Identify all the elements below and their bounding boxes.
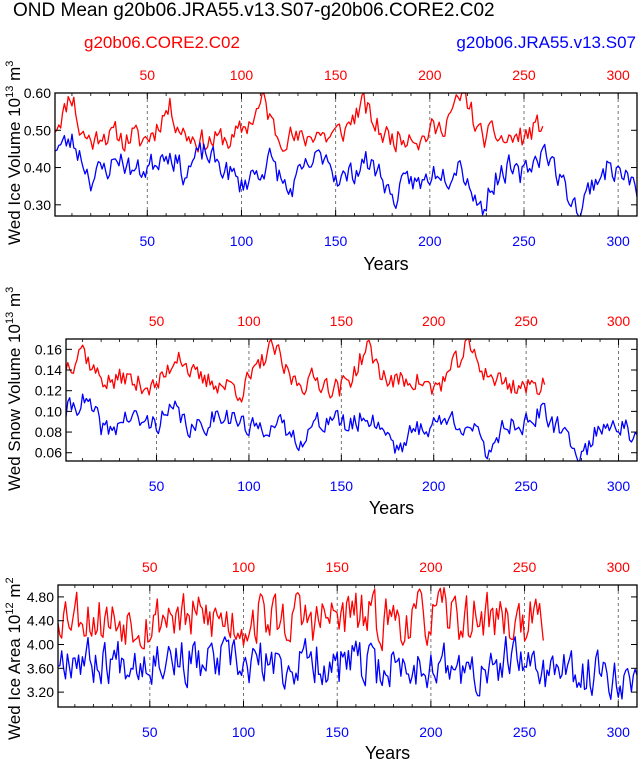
y-axis-label-part: m	[5, 293, 24, 312]
x-tick-label-bottom: 300	[607, 478, 631, 494]
x-tick-label-bottom: 250	[514, 478, 538, 494]
x-tick-label-top: 100	[232, 559, 256, 575]
y-tick-label: 0.60	[24, 85, 51, 101]
x-tick-label-bottom: 100	[232, 724, 256, 740]
y-axis-label-superscript: 12	[4, 602, 16, 614]
x-tick-label-top: 150	[330, 313, 354, 329]
series-line-red	[57, 586, 544, 652]
y-axis-label-superscript: 3	[4, 61, 16, 67]
series-line-blue	[54, 133, 638, 217]
y-tick-label: 0.08	[35, 424, 62, 440]
x-tick-label-bottom: 300	[606, 233, 630, 249]
y-tick-label: 3.60	[27, 660, 54, 676]
y-axis-label-part: Wed Ice Area 10	[5, 615, 24, 740]
x-tick-label-bottom: 150	[330, 478, 354, 494]
y-axis-label: Wed Ice Volume 1013 m3	[4, 61, 24, 245]
y-tick-label: 0.16	[35, 341, 62, 357]
y-axis-label-superscript: 3	[4, 287, 16, 293]
x-tick-label-bottom: 250	[512, 233, 536, 249]
x-tick-label-top: 200	[419, 559, 443, 575]
y-axis-label-superscript: 2	[4, 577, 16, 583]
x-tick-label-bottom: 50	[142, 724, 158, 740]
x-tick-label-top: 50	[142, 559, 158, 575]
x-tick-label-bottom: 150	[326, 724, 350, 740]
x-tick-label-top: 250	[514, 313, 538, 329]
legend-blue-label: g20b06.JRA55.v13.S07	[456, 33, 636, 52]
y-axis-label-superscript: 13	[4, 312, 16, 324]
x-tick-label-top: 50	[149, 313, 165, 329]
y-tick-label: 3.20	[27, 684, 54, 700]
x-tick-label-top: 300	[607, 559, 631, 575]
x-tick-label-top: 250	[513, 559, 537, 575]
x-axis-label: Years	[365, 743, 410, 763]
y-tick-label: 0.40	[24, 160, 51, 176]
x-tick-label-bottom: 200	[418, 233, 442, 249]
x-tick-label-bottom: 250	[513, 724, 537, 740]
x-tick-label-bottom: 100	[230, 233, 254, 249]
x-tick-label-bottom: 50	[140, 233, 156, 249]
x-tick-label-top: 150	[326, 559, 350, 575]
x-tick-label-top: 100	[237, 313, 261, 329]
x-tick-label-top: 300	[606, 67, 630, 83]
y-tick-label: 4.40	[27, 613, 54, 629]
series-line-red	[65, 338, 546, 403]
y-tick-label: 0.30	[24, 197, 51, 213]
x-tick-label-bottom: 200	[419, 724, 443, 740]
y-tick-label: 0.14	[35, 362, 62, 378]
y-tick-label: 4.80	[27, 589, 54, 605]
series-line-blue	[57, 635, 638, 700]
plot-frame	[54, 92, 638, 217]
x-axis-label: Years	[363, 254, 408, 274]
y-axis-label-text: Wed Ice Area 1012 m2	[4, 577, 24, 740]
y-axis-label-text: Wed Ice Volume 1013 m3	[4, 61, 24, 245]
y-axis-label-part: m	[5, 67, 24, 86]
x-tick-label-top: 200	[422, 313, 446, 329]
plot-frame	[65, 338, 638, 462]
series-line-blue	[65, 393, 638, 462]
x-tick-label-bottom: 150	[324, 233, 348, 249]
y-tick-label: 0.06	[35, 445, 62, 461]
x-tick-label-bottom: 50	[149, 478, 165, 494]
x-axis-label: Years	[369, 498, 414, 518]
series-line-red	[54, 92, 544, 153]
x-tick-label-top: 100	[230, 67, 254, 83]
x-tick-label-top: 50	[140, 67, 156, 83]
y-axis-label-superscript: 13	[4, 86, 16, 98]
x-tick-label-bottom: 100	[237, 478, 261, 494]
y-axis-label-part: Wed Snow Volume 10	[5, 324, 24, 491]
y-tick-label: 0.50	[24, 122, 51, 138]
x-tick-label-bottom: 300	[607, 724, 631, 740]
y-tick-label: 4.00	[27, 637, 54, 653]
y-axis-label: Wed Ice Area 1012 m2	[4, 577, 24, 740]
y-tick-label: 0.12	[35, 383, 62, 399]
legend-red-label: g20b06.CORE2.C02	[84, 33, 240, 52]
y-axis-label-part: m	[5, 583, 24, 602]
plot-frame	[57, 584, 638, 708]
x-tick-label-bottom: 200	[422, 478, 446, 494]
x-tick-label-top: 250	[512, 67, 536, 83]
y-axis-label: Wed Snow Volume 1013 m3	[4, 287, 24, 491]
y-axis-label-text: Wed Snow Volume 1013 m3	[4, 287, 24, 491]
x-tick-label-top: 300	[607, 313, 631, 329]
x-tick-label-top: 150	[324, 67, 348, 83]
y-tick-label: 0.10	[35, 403, 62, 419]
figure-title: OND Mean g20b06.JRA55.v13.S07-g20b06.COR…	[13, 0, 495, 21]
x-tick-label-top: 200	[418, 67, 442, 83]
y-axis-label-part: Wed Ice Volume 10	[5, 98, 24, 245]
